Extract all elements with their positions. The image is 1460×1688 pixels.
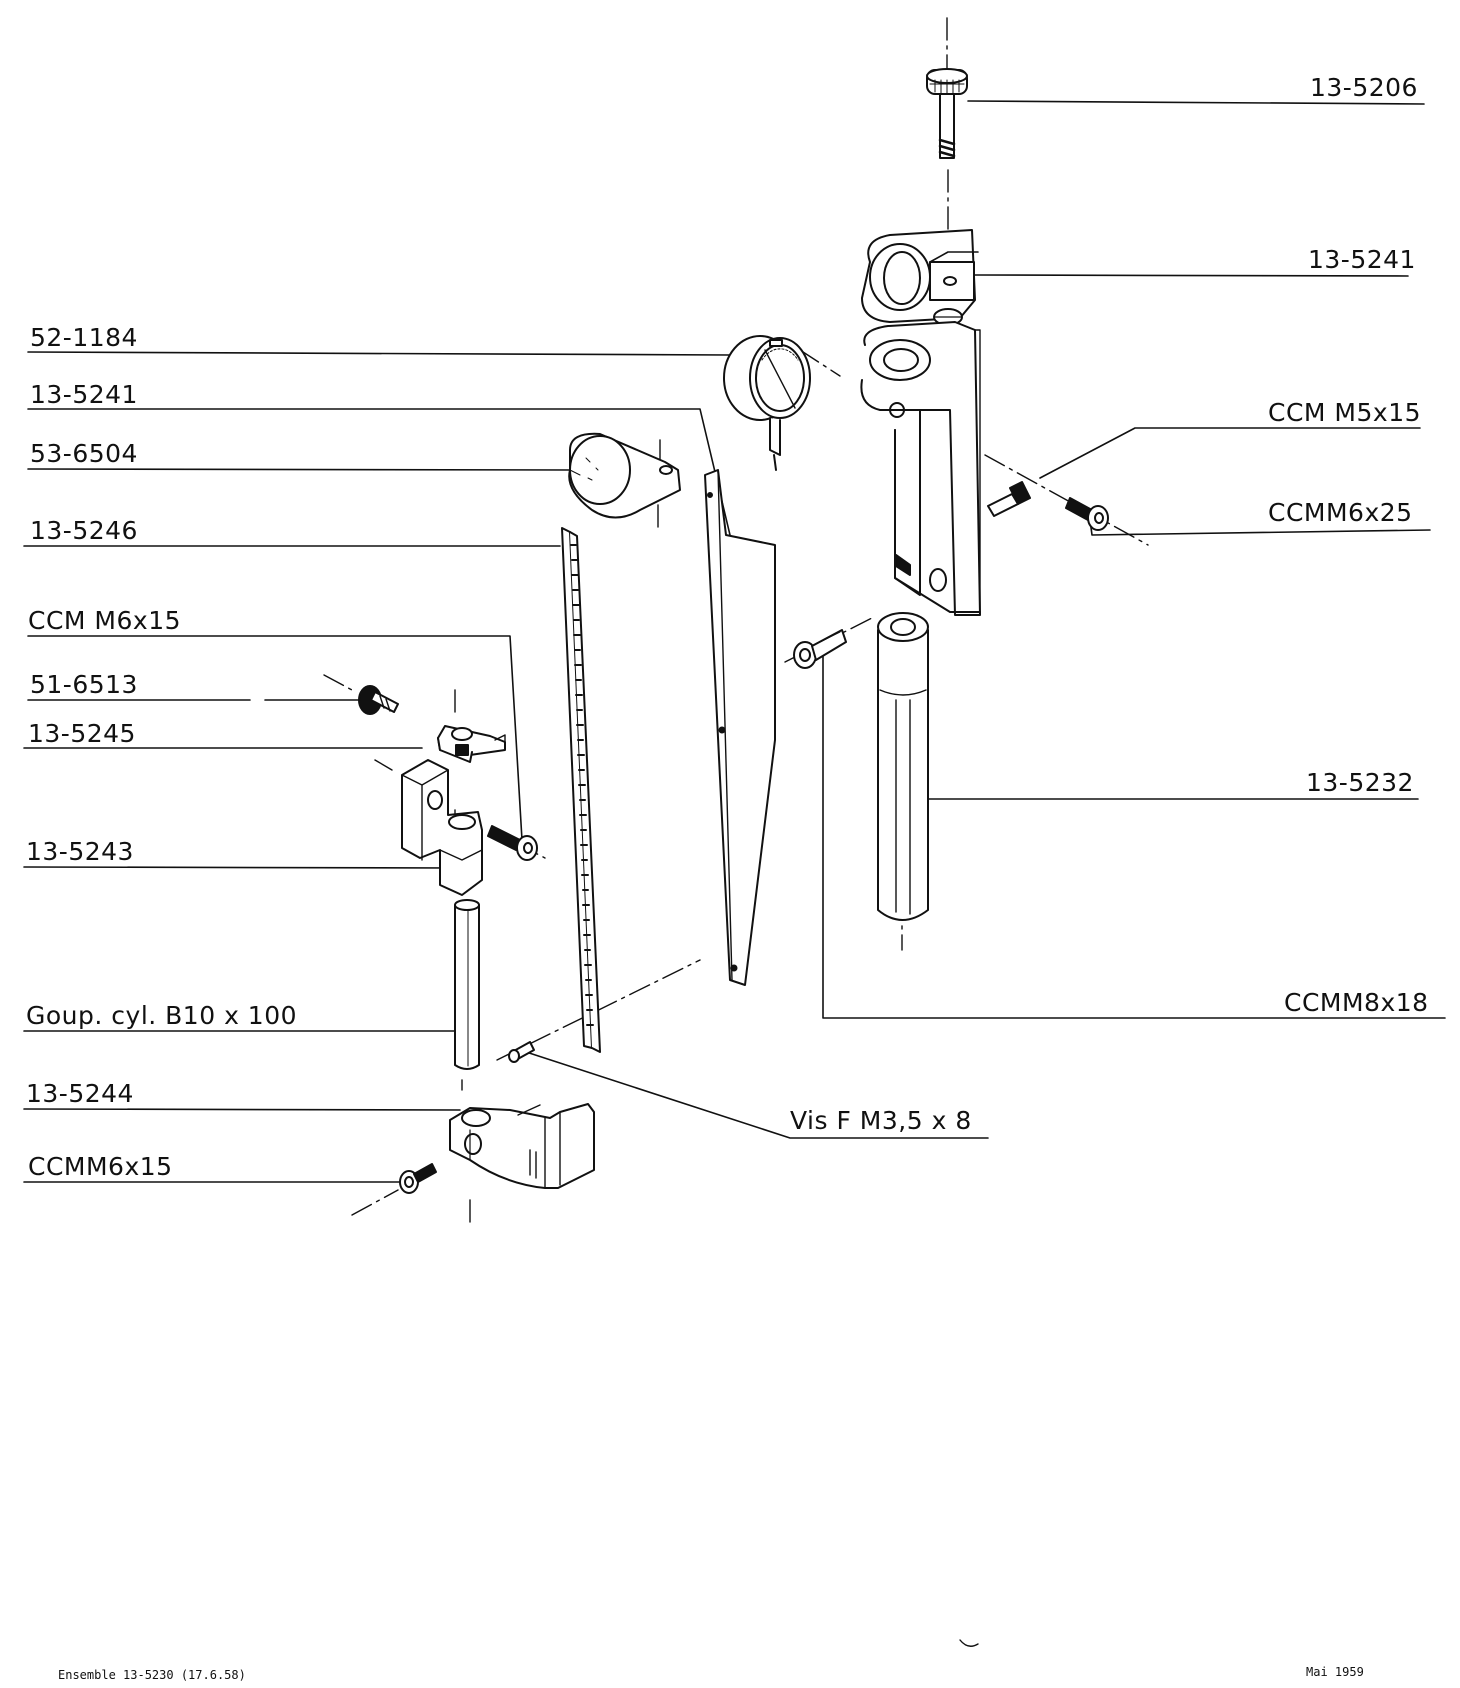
leader-13-5241-left — [27, 408, 741, 578]
screw-ccm-m5x15 — [987, 481, 1031, 517]
leader-ccm-m5x15 — [1039, 427, 1421, 479]
drawing-date: Mai 1959 — [1306, 1665, 1364, 1679]
label-goupille: Goup. cyl. B10 x 100 — [26, 1001, 298, 1030]
tube-13-5232 — [877, 612, 929, 921]
label-52-1184: 52-1184 — [30, 323, 138, 352]
leader-vis-f — [519, 1049, 989, 1139]
pin-goupille — [454, 899, 480, 1070]
label-vis-f: Vis F M3,5 x 8 — [790, 1106, 972, 1135]
bracket-13-5243 — [401, 759, 483, 896]
screw-ccm-m8x18 — [793, 629, 847, 669]
leader-13-5206 — [967, 100, 1425, 105]
label-13-5206: 13-5206 — [1310, 73, 1418, 102]
assembly-reference: Ensemble 13-5230 (17.6.58) — [58, 1668, 246, 1682]
leader-13-5241-top — [974, 274, 1409, 277]
leader-lines — [23, 100, 1446, 1183]
label-ccm-m8x18: CCMM8x18 — [1284, 988, 1429, 1017]
knob-51-6513 — [358, 685, 399, 715]
label-13-5241-top: 13-5241 — [1308, 245, 1416, 274]
screw-vis-f — [508, 1041, 535, 1063]
leader-ccm-m6x15-a — [27, 635, 523, 841]
stray-mark — [959, 1639, 979, 1647]
label-ccm-m6x15-b: CCMM6x15 — [28, 1152, 173, 1181]
label-13-5241-left: 13-5241 — [30, 380, 138, 409]
screw-ccm-m6x15-a — [487, 825, 538, 861]
label-13-5244: 13-5244 — [26, 1079, 134, 1108]
clamp-13-5245 — [437, 725, 506, 763]
scale-rod-13-5246 — [561, 527, 601, 1053]
leader-13-5243 — [23, 866, 461, 869]
label-ccm-m6x25: CCMM6x25 — [1268, 498, 1413, 527]
label-13-5243: 13-5243 — [26, 837, 134, 866]
screw-ccm-m6x15-b — [399, 1163, 437, 1194]
label-53-6504: 53-6504 — [30, 439, 138, 468]
label-51-6513: 51-6513 — [30, 670, 138, 699]
tapered-arm-13-5241 — [704, 469, 776, 986]
label-ccm-m5x15: CCM M5x15 — [1268, 398, 1422, 427]
leader-52-1184 — [27, 351, 731, 356]
leader-13-5244 — [23, 1108, 461, 1111]
leader-53-6504 — [27, 468, 576, 471]
thumb-screw-13-5206 — [926, 68, 968, 159]
base-clamp-13-5244 — [449, 1103, 595, 1189]
label-13-5246: 13-5246 — [30, 516, 138, 545]
screw-ccm-m6x25 — [1065, 497, 1109, 531]
dial-gauge-52-1184 — [723, 335, 811, 471]
label-13-5245: 13-5245 — [28, 719, 136, 748]
holder-53-6504 — [568, 432, 681, 519]
upper-clamp-13-5241 — [861, 229, 979, 326]
label-13-5232: 13-5232 — [1306, 768, 1414, 797]
label-ccm-m6x15-a: CCM M6x15 — [28, 606, 182, 635]
column-body-13-5241 — [860, 321, 981, 616]
leader-ccm-m8x18 — [822, 654, 1446, 1019]
